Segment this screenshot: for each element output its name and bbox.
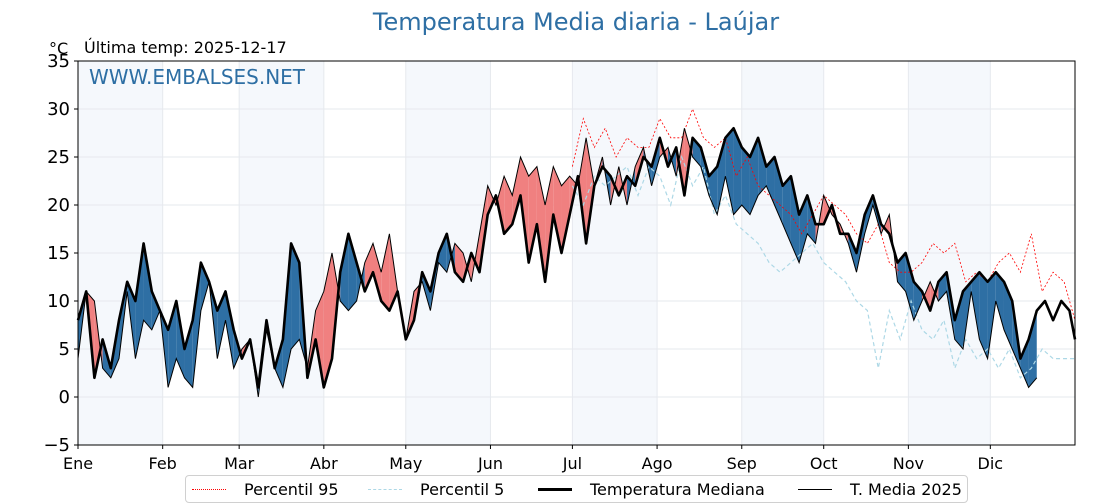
- last-temp-label: Última temp: 2025-12-17: [84, 38, 287, 57]
- fill-below-median: [782, 176, 791, 244]
- fill-below-median: [184, 320, 193, 388]
- fill-above-median: [512, 157, 521, 225]
- x-tick-label: May: [389, 454, 422, 473]
- legend-item-p95: Percentil 95: [192, 480, 339, 499]
- y-tick-label: 15: [47, 243, 70, 264]
- y-tick-label: 25: [47, 147, 70, 168]
- fill-below-median: [725, 128, 734, 215]
- x-tick-label: Mar: [224, 454, 255, 473]
- legend-label-p5: Percentil 5: [420, 480, 505, 499]
- fill-below-median: [651, 137, 660, 186]
- y-tick-label: 10: [47, 291, 70, 312]
- fill-below-median: [340, 233, 349, 311]
- y-axis-unit-label: °C: [49, 39, 69, 58]
- fill-below-median: [192, 262, 201, 388]
- fill-below-median: [291, 243, 300, 349]
- legend-item-median: Temperatura Mediana: [538, 480, 765, 499]
- fill-below-median: [987, 272, 996, 359]
- fill-below-median: [848, 233, 857, 273]
- x-tick-label: Dic: [978, 454, 1004, 473]
- fill-above-median: [315, 291, 324, 388]
- fill-below-median: [758, 137, 767, 196]
- series-line-t-media-2025: [77, 128, 1038, 398]
- fill-below-median: [348, 233, 357, 311]
- y-tick-label: −5: [43, 435, 70, 456]
- fill-below-median: [766, 157, 775, 205]
- fill-below-median: [143, 243, 152, 330]
- fill-below-median: [1020, 339, 1029, 388]
- fill-above-median: [586, 137, 595, 244]
- y-tick-label: 20: [47, 195, 70, 216]
- x-axis: Ene Feb Mar Abr May Jun Jul Ago Sep Oct Nov Dic: [63, 445, 1003, 473]
- x-tick-label: Ene: [63, 454, 93, 473]
- fill-above-median: [504, 176, 513, 234]
- y-tick-label: 5: [59, 339, 70, 360]
- y-tick-label: 0: [59, 387, 70, 408]
- legend-label-median: Temperatura Mediana: [590, 480, 765, 499]
- x-tick-label: Nov: [893, 454, 924, 473]
- fill-above-median: [561, 176, 570, 253]
- fill-below-median: [733, 128, 742, 215]
- fill-below-median: [422, 272, 431, 311]
- fill-below-median: [790, 176, 800, 263]
- fill-below-median: [995, 272, 1004, 330]
- y-tick-label: 35: [47, 51, 70, 72]
- x-tick-label: Sep: [727, 454, 757, 473]
- x-tick-label: Jun: [477, 454, 503, 473]
- legend-swatch-p95: [192, 489, 226, 490]
- fill-below-median: [708, 166, 718, 215]
- y-axis: −5 0 5 10 15 20 25 30 35: [43, 51, 78, 456]
- watermark: WWW.EMBALSES.NET: [89, 65, 306, 89]
- y-tick-label: 30: [47, 99, 70, 120]
- fill-above-median: [553, 166, 562, 253]
- fill-below-median: [446, 233, 455, 273]
- fill-below-median: [741, 147, 750, 215]
- x-tick-label: Ago: [642, 454, 673, 473]
- fill-below-median: [225, 291, 234, 369]
- legend-swatch-median: [538, 488, 572, 491]
- fill-above-median: [373, 243, 382, 301]
- x-tick-label: Abr: [310, 454, 338, 473]
- fill-below-median: [807, 195, 816, 244]
- fill-below-median: [905, 253, 914, 321]
- fill-below-median: [717, 137, 726, 215]
- x-tick-label: Oct: [810, 454, 838, 473]
- legend-label-p95: Percentil 95: [244, 480, 339, 499]
- legend-item-year: T. Media 2025: [798, 480, 962, 499]
- x-tick-label: Jul: [562, 454, 582, 473]
- fill-below-median: [151, 291, 160, 330]
- fill-below-median: [864, 195, 873, 234]
- series-line-percentil-5: [571, 154, 1075, 379]
- fill-above-median: [364, 243, 374, 292]
- fill-below-median: [971, 272, 980, 340]
- legend-item-p5: Percentil 5: [368, 480, 504, 499]
- legend-swatch-p5: [368, 489, 402, 490]
- legend-label-year: T. Media 2025: [850, 480, 962, 499]
- anomaly-fills: [78, 128, 1037, 397]
- series-line-temperatura-mediana: [76, 126, 1077, 389]
- chart-title: Temperatura Media diaria - Laújar: [372, 8, 780, 36]
- fill-below-median: [200, 262, 210, 311]
- fill-below-median: [438, 233, 447, 273]
- x-tick-label: Feb: [149, 454, 177, 473]
- fill-above-median: [454, 243, 464, 282]
- fill-below-median: [979, 272, 988, 359]
- fill-above-median: [389, 233, 398, 311]
- fill-below-median: [774, 157, 783, 225]
- legend: Percentil 95 Percentil 5 Temperatura Med…: [185, 475, 968, 503]
- series-lines: [76, 107, 1077, 398]
- fill-above-median: [381, 233, 390, 311]
- fill-above-median: [528, 166, 537, 263]
- legend-swatch-year: [798, 489, 832, 490]
- fill-below-median: [954, 291, 964, 349]
- fill-below-median: [913, 281, 923, 321]
- fill-above-median: [323, 253, 333, 388]
